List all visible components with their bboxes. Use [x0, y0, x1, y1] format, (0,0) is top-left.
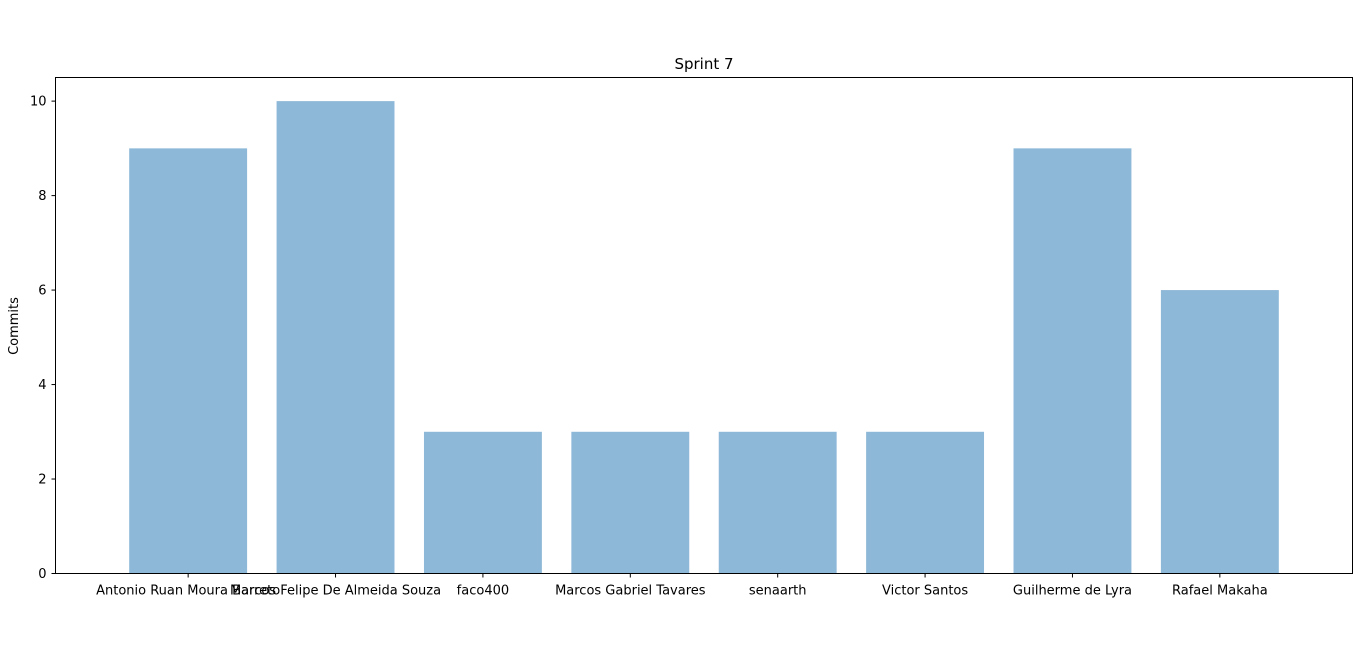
x-tick-label: faco400 — [457, 584, 509, 599]
chart-title: Sprint 7 — [674, 55, 733, 73]
bar — [718, 431, 837, 574]
y-tick-label: 8 — [38, 189, 46, 204]
y-axis-ticks: 0 2 4 6 8 10 — [30, 95, 56, 582]
x-tick-label: Rafael Makaha — [1172, 584, 1268, 599]
bar — [423, 431, 542, 574]
y-tick-label: 10 — [30, 95, 47, 110]
x-tick-label: senaarth — [749, 584, 807, 599]
bar — [866, 431, 985, 574]
y-tick-label: 0 — [38, 567, 46, 582]
x-tick-label: Victor Santos — [882, 584, 968, 599]
x-tick-label: Antonio Ruan Moura Barreto — [96, 584, 280, 599]
y-tick-label: 6 — [38, 284, 46, 299]
bar — [1013, 148, 1132, 574]
x-tick-label: Marcos Gabriel Tavares — [555, 584, 706, 599]
x-tick-label: Guilherme de Lyra — [1013, 584, 1132, 599]
y-tick-label: 2 — [38, 473, 46, 488]
y-axis-label: Commits — [7, 297, 22, 355]
y-tick-label: 4 — [38, 378, 46, 393]
bar — [1160, 290, 1279, 574]
x-tick-label: Marcos Felipe De Almeida Souza — [230, 584, 441, 599]
bar — [276, 101, 395, 574]
plot-frame — [55, 77, 1353, 574]
bar — [571, 431, 690, 574]
bars-layer — [129, 101, 1279, 574]
bar — [129, 148, 248, 574]
